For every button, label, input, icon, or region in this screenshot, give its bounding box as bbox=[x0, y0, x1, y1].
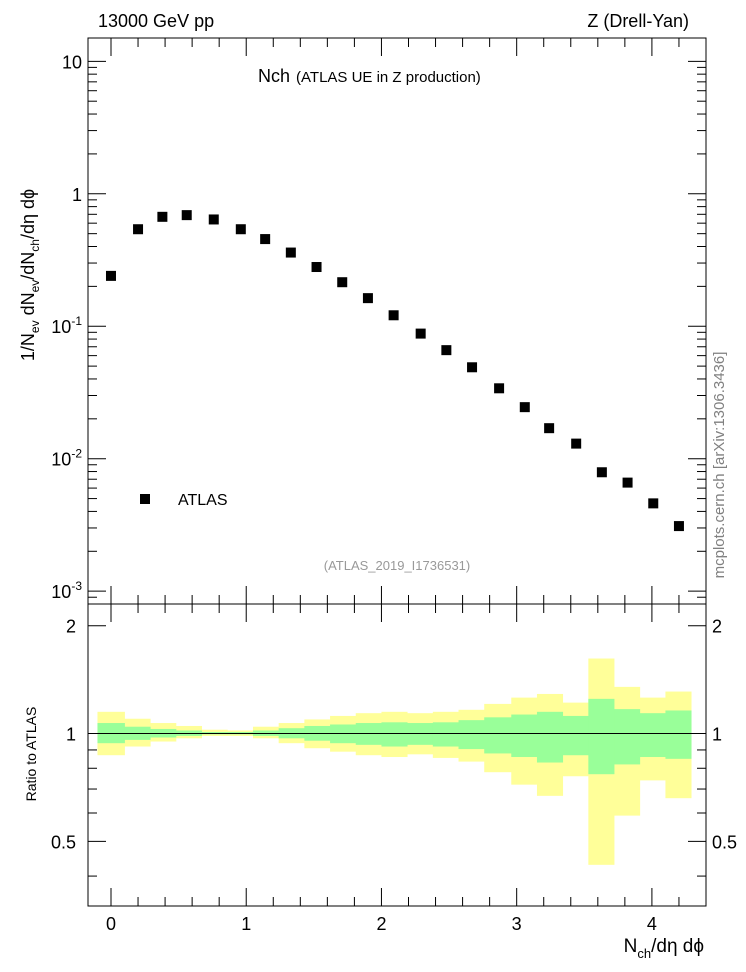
plot-title-sub: (ATLAS UE in Z production) bbox=[296, 69, 481, 86]
data-point bbox=[105, 270, 116, 281]
data-point bbox=[181, 210, 192, 221]
main-y-tick-base: 10 bbox=[51, 582, 71, 602]
data-point bbox=[494, 383, 505, 394]
ratio-band-inner-bin bbox=[536, 711, 564, 763]
ratio-band-inner-bin bbox=[639, 713, 666, 758]
main-y-tick-base: 10 bbox=[62, 52, 82, 72]
data-point bbox=[622, 477, 633, 488]
ratio-band-inner-bin bbox=[665, 710, 692, 759]
x-tick-label: 1 bbox=[241, 914, 251, 934]
x-tick-label: 0 bbox=[106, 914, 116, 934]
data-point bbox=[673, 521, 684, 532]
data-point bbox=[337, 277, 348, 288]
x-tick-label: 4 bbox=[647, 914, 657, 934]
data-point bbox=[133, 224, 144, 235]
main-y-tick-exp: -2 bbox=[71, 447, 82, 461]
ratio-band-inner-bin bbox=[458, 720, 485, 750]
x-tick-label: 3 bbox=[512, 914, 522, 934]
data-point bbox=[544, 423, 555, 434]
data-point bbox=[208, 214, 219, 225]
main-data-points bbox=[105, 210, 684, 532]
main-y-tick-label: 10-2 bbox=[51, 447, 82, 470]
ratio-band-inner-bin bbox=[432, 722, 459, 747]
data-point bbox=[388, 310, 399, 321]
main-y-tick-exp: -1 bbox=[71, 314, 82, 328]
main-y-tick-exp: -3 bbox=[71, 579, 82, 593]
energy-label: 13000 GeV pp bbox=[98, 11, 214, 31]
data-point bbox=[519, 402, 530, 413]
ratio-y-axis-label: Ratio to ATLAS bbox=[23, 707, 39, 802]
legend-marker bbox=[140, 494, 150, 504]
main-plot-frame bbox=[87, 37, 707, 605]
main-y-tick-label: 10-3 bbox=[51, 579, 82, 602]
data-point bbox=[311, 262, 322, 273]
data-point bbox=[648, 498, 659, 509]
ratio-plot-frame bbox=[87, 603, 707, 907]
main-y-tick-label: 10 bbox=[62, 52, 82, 72]
analysis-id-label: (ATLAS_2019_I1736531) bbox=[324, 558, 470, 573]
data-point bbox=[235, 224, 246, 235]
ratio-axis-ticks: 0 1 2 3 4 0.5 0.5 1 1 2 2 bbox=[51, 38, 737, 934]
ratio-band-inner-bin bbox=[562, 715, 589, 756]
data-point bbox=[415, 328, 426, 339]
data-point bbox=[157, 211, 168, 222]
ratio-band-inner-bin bbox=[484, 717, 512, 754]
ratio-y-tick-label-left: 0.5 bbox=[51, 832, 76, 852]
ratio-bands bbox=[97, 658, 692, 865]
ratio-band-inner-bin bbox=[614, 709, 641, 765]
main-y-tick-label: 10-1 bbox=[51, 314, 82, 337]
plot-title-main: Nch bbox=[258, 66, 290, 86]
ratio-band-inner-bin bbox=[511, 714, 538, 758]
data-point bbox=[362, 293, 373, 304]
side-watermark: mcplots.cern.ch [arXiv:1306.3436] bbox=[711, 352, 728, 579]
main-y-tick-base: 10 bbox=[51, 317, 71, 337]
main-y-tick-label: 1 bbox=[72, 185, 82, 205]
x-tick-label: 2 bbox=[376, 914, 386, 934]
data-point bbox=[285, 247, 296, 258]
ratio-y-tick-label-right: 0.5 bbox=[712, 832, 737, 852]
data-point bbox=[441, 345, 452, 356]
ratio-band-inner-bin bbox=[588, 698, 615, 775]
data-point bbox=[571, 438, 582, 449]
main-y-tick-base: 1 bbox=[72, 185, 82, 205]
data-point bbox=[260, 234, 271, 245]
ratio-y-tick-label-left: 2 bbox=[66, 617, 76, 637]
ratio-y-tick-label-left: 1 bbox=[66, 725, 76, 745]
x-axis-label: Nch/dη dϕ bbox=[624, 936, 704, 961]
process-label: Z (Drell-Yan) bbox=[587, 11, 689, 31]
legend-label: ATLAS bbox=[178, 492, 228, 509]
main-y-axis-label: 1/Nev dNev/dNch/dη dϕ bbox=[18, 189, 42, 361]
data-point bbox=[467, 362, 478, 373]
ratio-y-tick-label-right: 2 bbox=[712, 617, 722, 637]
ratio-band-inner-bin bbox=[381, 722, 408, 747]
plot-title: Nch (ATLAS UE in Z production) bbox=[258, 66, 481, 86]
data-point bbox=[596, 467, 607, 478]
main-y-tick-base: 10 bbox=[51, 450, 71, 470]
ratio-y-tick-label-right: 1 bbox=[712, 725, 722, 745]
